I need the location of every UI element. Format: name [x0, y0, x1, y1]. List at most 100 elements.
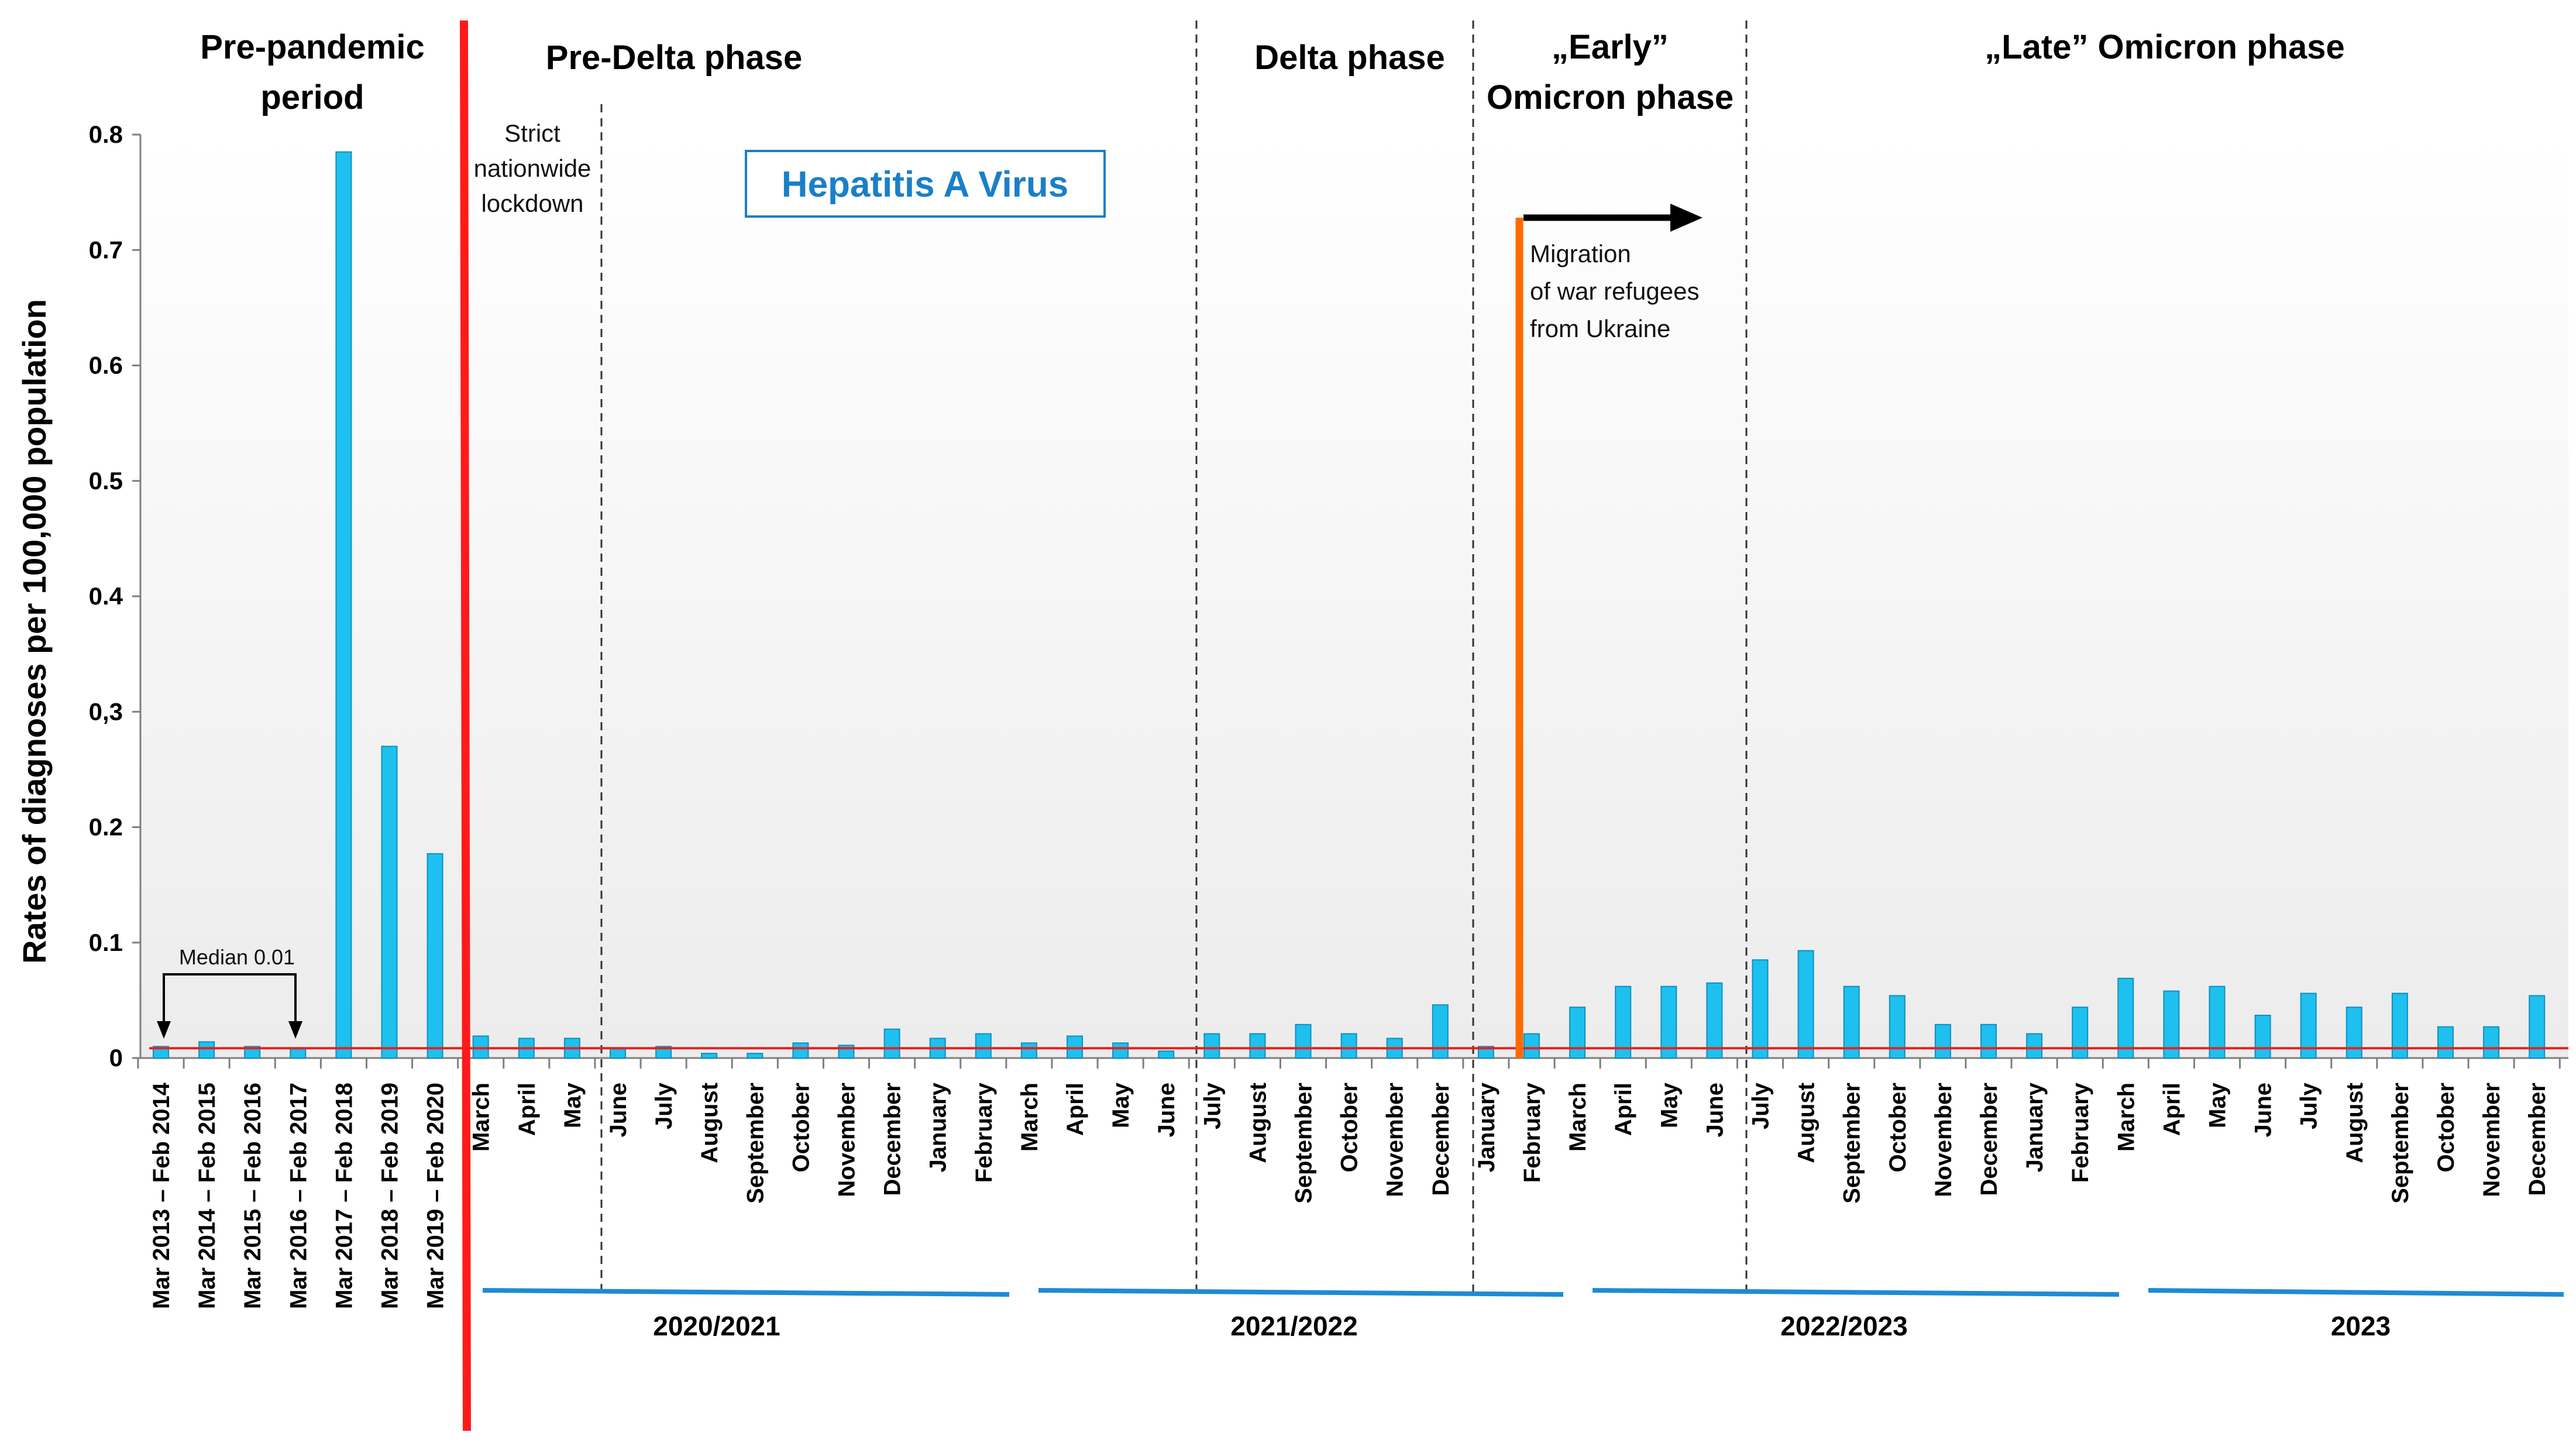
x-tick-label: December [2525, 1083, 2550, 1196]
x-tick-label: April [1611, 1083, 1636, 1136]
x-tick-label: January [2022, 1082, 2048, 1172]
bar [1158, 1050, 1175, 1059]
bar [1203, 1033, 1220, 1059]
x-tick-label: December [1428, 1083, 1454, 1196]
x-tick-label: Mar 2014 – Feb 2015 [194, 1083, 220, 1309]
bar [1980, 1023, 1997, 1059]
migration-annotation-line3: from Ukraine [1530, 315, 1670, 342]
x-tick-label: October [788, 1083, 814, 1172]
x-tick-label: July [1199, 1082, 1225, 1129]
x-tick-label: September [742, 1083, 768, 1204]
bar [381, 746, 398, 1059]
bar [2117, 977, 2134, 1059]
x-tick-label: March [1017, 1083, 1043, 1152]
x-tick-label: January [926, 1082, 951, 1172]
bar [1249, 1033, 1266, 1059]
bar [2345, 1007, 2362, 1059]
bar [1569, 1007, 1586, 1059]
bar [1706, 982, 1723, 1059]
y-tick-label: 0.2 [89, 813, 123, 841]
x-tick-label: June [1702, 1083, 1728, 1137]
x-tick-label: July [651, 1082, 677, 1129]
season-underline [1038, 1288, 1564, 1297]
y-tick-label: 0.5 [89, 467, 123, 494]
bar [2072, 1007, 2089, 1059]
bar [2026, 1033, 2043, 1059]
x-tick-label: July [1748, 1082, 1774, 1129]
x-tick-label: March [1565, 1083, 1591, 1152]
migration-arrow-head [1670, 204, 1703, 232]
lockdown-annotation-line2: nationwide [474, 154, 591, 182]
median-arrow-left [157, 1021, 171, 1039]
bar [2209, 985, 2226, 1059]
y-tick-label: 0,3 [89, 698, 123, 725]
y-tick-label: 0.7 [89, 236, 123, 263]
bar [701, 1053, 718, 1059]
x-tick-label: November [2479, 1083, 2505, 1197]
x-tick-label: Mar 2016 – Feb 2017 [286, 1083, 311, 1309]
phase-title-pre-pandemic-line1: Pre-pandemic [200, 28, 425, 66]
x-tick-label: Mar 2013 – Feb 2014 [149, 1082, 174, 1309]
bar [198, 1041, 215, 1059]
bar [1020, 1042, 1037, 1059]
y-tick-label: 0.8 [89, 121, 123, 148]
x-tick-label: May [1656, 1082, 1682, 1128]
migration-annotation-line1: Migration [1530, 240, 1631, 267]
x-tick-label: Mar 2018 – Feb 2019 [377, 1083, 403, 1309]
bar [335, 151, 352, 1059]
x-tick-label: October [2433, 1083, 2459, 1172]
bar [472, 1035, 489, 1059]
bar [1615, 985, 1632, 1059]
season-underline [2148, 1288, 2564, 1297]
bar [1523, 1033, 1540, 1059]
bar [2483, 1026, 2500, 1059]
x-tick-label: July [2296, 1082, 2322, 1129]
bar [883, 1028, 900, 1059]
bar [975, 1033, 992, 1059]
bar [747, 1053, 763, 1059]
x-tick-label: November [834, 1083, 860, 1197]
x-tick-label: Mar 2017 – Feb 2018 [331, 1083, 357, 1309]
x-tick-label: Mar 2015 – Feb 2016 [240, 1083, 266, 1309]
x-tick-label: November [1382, 1083, 1408, 1197]
x-tick-label: May [2205, 1082, 2231, 1128]
phase-title-late-omicron: „Late” Omicron phase [1985, 28, 2345, 66]
x-tick-label: August [1794, 1083, 1820, 1163]
season-label: 2021/2022 [1230, 1311, 1357, 1341]
y-tick-label: 0.4 [89, 582, 123, 610]
season-label: 2020/2021 [653, 1311, 780, 1341]
x-tick-label: June [1154, 1083, 1179, 1137]
x-tick-label: August [697, 1083, 723, 1163]
x-tick-label: April [514, 1083, 540, 1136]
x-tick-label: January [1474, 1082, 1499, 1172]
bar [610, 1048, 626, 1059]
y-axis-label: Rates of diagnoses per 100,000 populatio… [16, 299, 53, 964]
x-tick-label: February [2068, 1082, 2093, 1183]
x-tick-label: October [1337, 1083, 1363, 1172]
x-tick-label: August [2342, 1083, 2368, 1163]
x-tick-label: November [1931, 1083, 1956, 1197]
phase-title-early-omicron-line2: Omicron phase [1487, 78, 1734, 116]
lockdown-annotation-line3: lockdown [481, 190, 583, 217]
x-tick-label: Mar 2019 – Feb 2020 [423, 1083, 449, 1309]
bar [1067, 1035, 1083, 1059]
bar [1934, 1023, 1951, 1059]
median-arrow-right [288, 1021, 302, 1039]
x-tick-label: August [1245, 1083, 1271, 1163]
bar [1432, 1004, 1449, 1059]
pandemic-start-line [460, 20, 471, 1431]
chart-title: Hepatitis A Virus [782, 164, 1068, 205]
phase-title-pre-pandemic-line2: period [260, 78, 364, 116]
x-tick-label: April [1062, 1083, 1088, 1136]
season-underline [1592, 1288, 2120, 1297]
bar [2437, 1026, 2454, 1059]
season-underline [482, 1288, 1010, 1297]
median-bracket [163, 973, 297, 1025]
bar [1295, 1023, 1312, 1059]
bar [1752, 959, 1769, 1059]
phase-title-delta: Delta phase [1254, 39, 1445, 77]
migration-annotation-line2: of war refugees [1530, 277, 1700, 305]
x-tick-label: September [1291, 1083, 1317, 1204]
bar [1112, 1042, 1129, 1059]
